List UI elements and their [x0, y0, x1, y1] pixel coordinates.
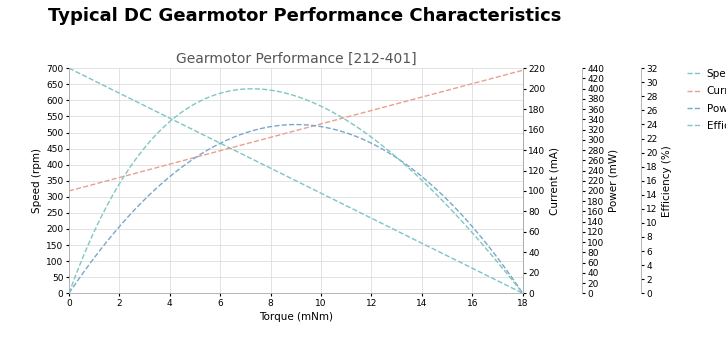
Y-axis label: Speed (rpm): Speed (rpm) [32, 148, 42, 213]
X-axis label: Torque (mNm): Torque (mNm) [259, 312, 333, 322]
Y-axis label: Efficiency (%): Efficiency (%) [662, 145, 672, 217]
Text: Typical DC Gearmotor Performance Characteristics: Typical DC Gearmotor Performance Charact… [48, 7, 562, 25]
Legend: Speed, Current, Power (Out), Efficiency: Speed, Current, Power (Out), Efficiency [687, 69, 726, 131]
Title: Gearmotor Performance [212-401]: Gearmotor Performance [212-401] [176, 51, 416, 66]
Y-axis label: Current (mA): Current (mA) [550, 147, 560, 215]
Y-axis label: Power (mW): Power (mW) [608, 149, 619, 212]
